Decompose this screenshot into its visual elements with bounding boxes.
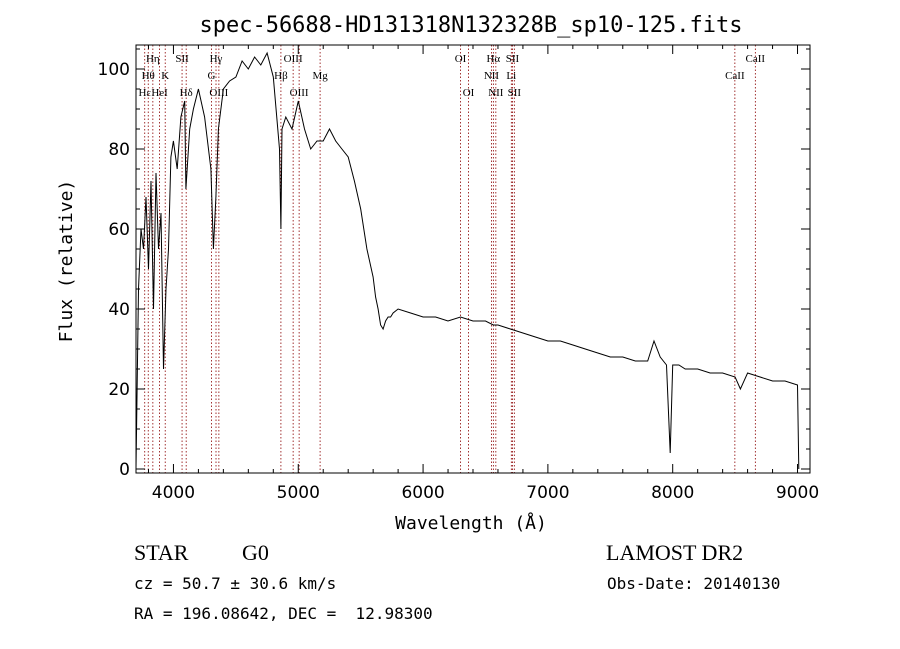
line-marker-label: OIII bbox=[209, 87, 228, 99]
line-marker-label: Hα bbox=[486, 53, 500, 65]
x-tick-label: 8000 bbox=[651, 483, 694, 503]
line-marker-label: Hβ bbox=[274, 70, 288, 82]
line-marker-label: OIII bbox=[290, 87, 309, 99]
line-marker-label: Mg bbox=[312, 70, 328, 82]
y-tick-label: 40 bbox=[108, 300, 130, 320]
object-class: STAR bbox=[134, 540, 189, 565]
line-marker-label: CaII bbox=[746, 53, 766, 65]
line-marker-label: SII bbox=[506, 53, 520, 65]
x-tick-label: 9000 bbox=[776, 483, 819, 503]
line-marker-label: K bbox=[161, 70, 169, 82]
plot-frame bbox=[135, 44, 811, 474]
line-marker-label: HeI bbox=[151, 87, 168, 99]
spectral-line-markers bbox=[144, 45, 756, 473]
x-tick-label: 5000 bbox=[277, 483, 320, 503]
x-axis-label: Wavelength (Å) bbox=[395, 512, 547, 534]
x-tick-label: 7000 bbox=[526, 483, 569, 503]
line-marker-label: CaII bbox=[725, 70, 745, 82]
line-marker-label: OI bbox=[455, 53, 467, 65]
coordinates-text: RA = 196.08642, DEC = 12.98300 bbox=[134, 604, 433, 623]
y-tick-label: 80 bbox=[108, 140, 130, 160]
line-marker-label: Hθ bbox=[142, 70, 155, 82]
line-marker-label: SII bbox=[175, 53, 189, 65]
line-marker-label: NII bbox=[484, 70, 500, 82]
line-marker-label: Hε bbox=[138, 87, 151, 99]
y-tick-label: 60 bbox=[108, 220, 130, 240]
line-marker-label: Hγ bbox=[210, 53, 223, 65]
line-marker-label: NII bbox=[488, 87, 504, 99]
y-tick-label: 20 bbox=[108, 380, 130, 400]
survey-name: LAMOST DR2 bbox=[606, 540, 743, 565]
line-marker-label: OIII bbox=[284, 53, 303, 65]
y-tick-label: 100 bbox=[98, 60, 130, 80]
spectrum-line bbox=[135, 51, 800, 470]
object-subclass: G0 bbox=[242, 540, 269, 565]
x-tick-label: 6000 bbox=[401, 483, 444, 503]
chart-title: spec-56688-HD131318N132328B_sp10-125.fit… bbox=[199, 13, 742, 38]
axis-ticks: 4000 5000 6000 7000 8000 9000 0 20 40 60 80 100 bbox=[98, 45, 819, 503]
line-marker-label: Li bbox=[506, 70, 516, 82]
line-marker-label: Hδ bbox=[180, 87, 193, 99]
line-marker-label: OI bbox=[463, 87, 475, 99]
y-tick-label: 0 bbox=[119, 460, 130, 480]
redshift-text: cz = 50.7 ± 30.6 km/s bbox=[134, 574, 336, 593]
x-tick-label: 4000 bbox=[152, 483, 195, 503]
line-marker-label: G bbox=[208, 70, 216, 82]
obs-date-text: Obs-Date: 20140130 bbox=[607, 574, 780, 593]
y-axis-label: Flux (relative) bbox=[56, 180, 77, 343]
line-marker-label: Hη bbox=[146, 53, 160, 65]
line-marker-label: SII bbox=[508, 87, 522, 99]
